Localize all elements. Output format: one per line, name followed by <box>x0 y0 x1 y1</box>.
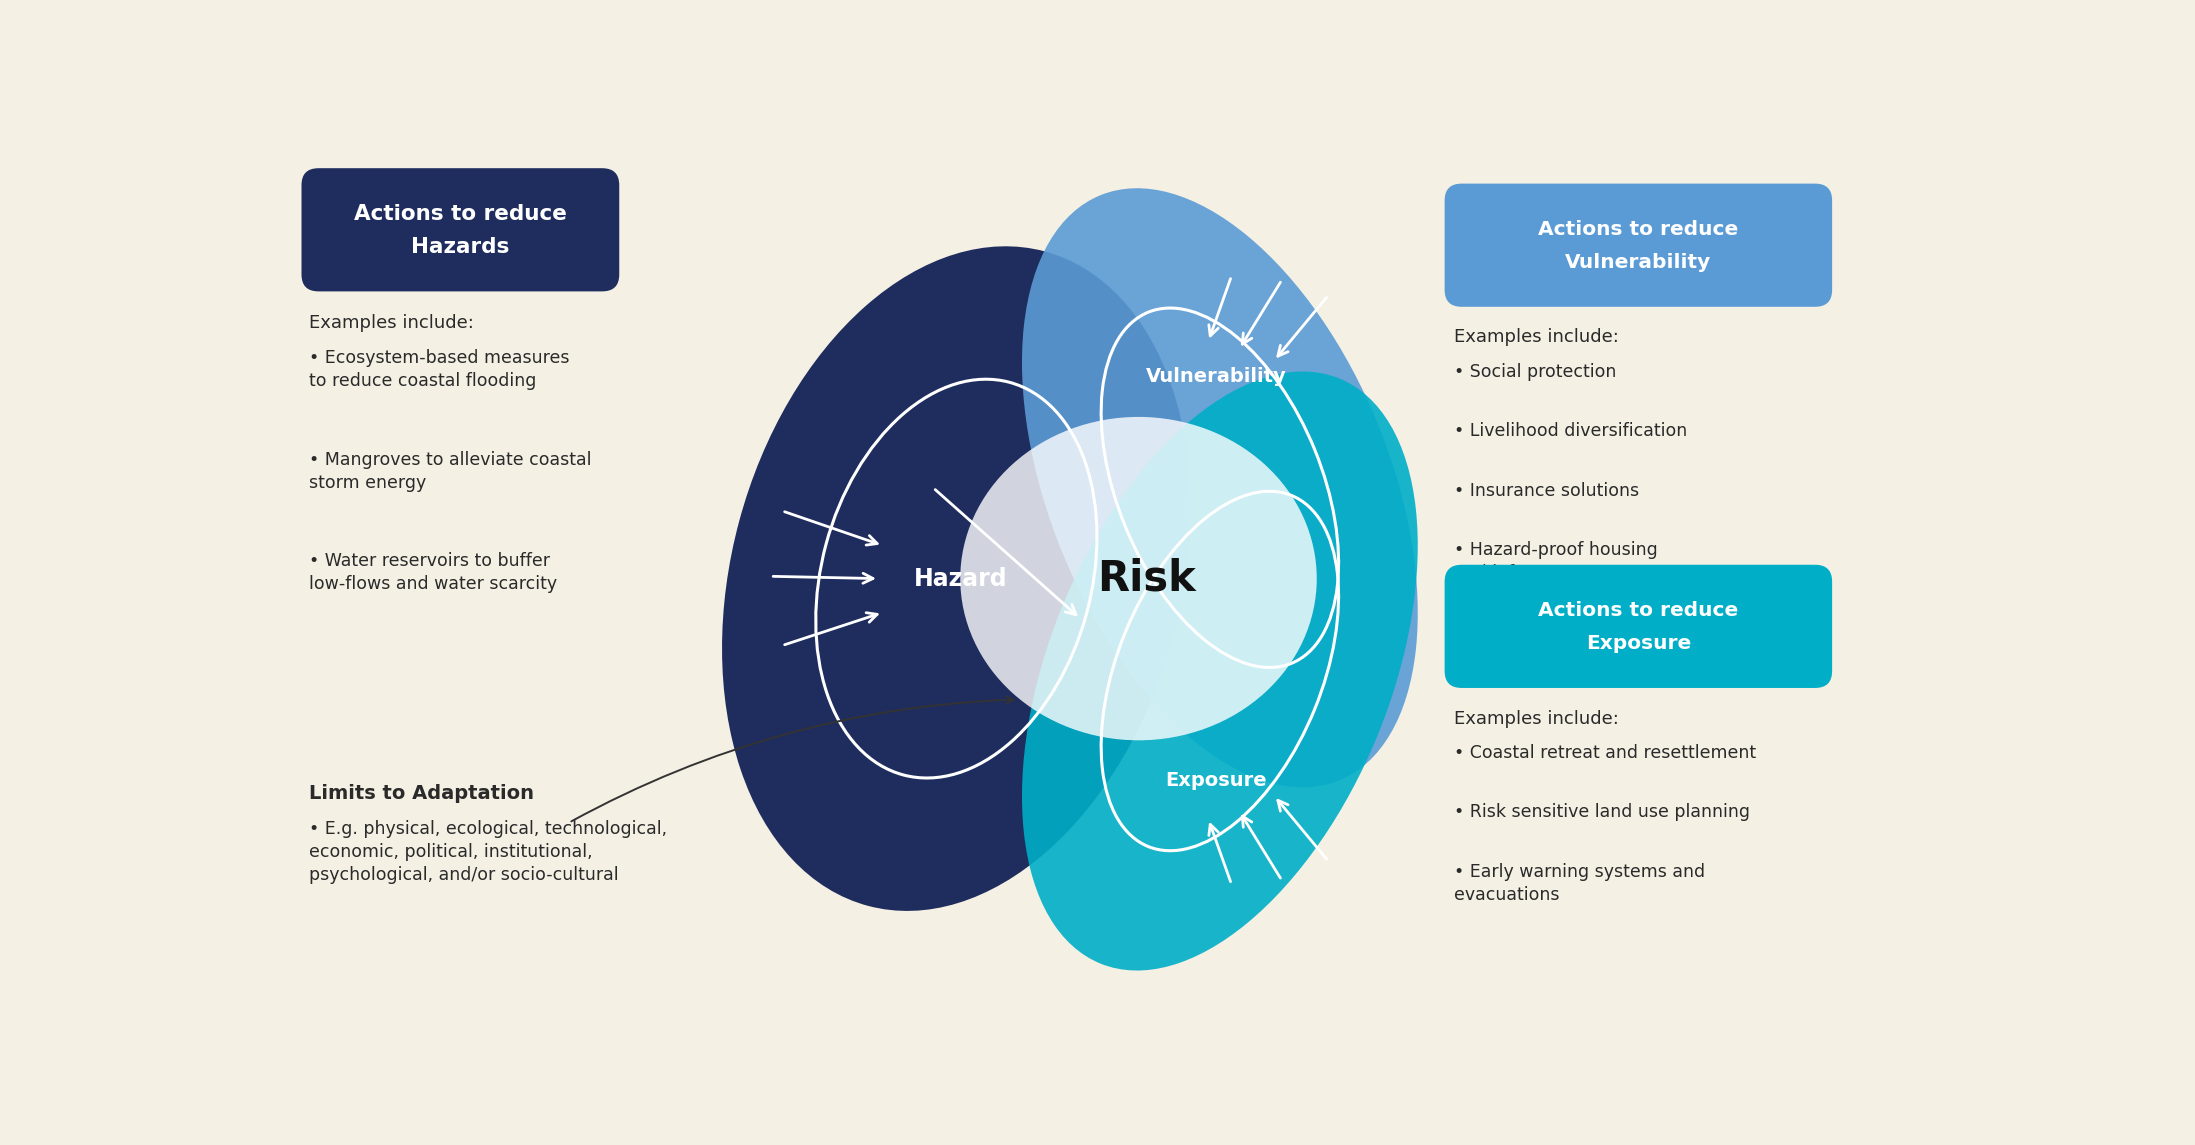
Text: Risk: Risk <box>1098 558 1196 600</box>
Text: • Water reservoirs to buffer
low-flows and water scarcity: • Water reservoirs to buffer low-flows a… <box>309 552 558 593</box>
Text: Exposure: Exposure <box>1585 634 1690 653</box>
Text: • Hazard-proof housing
and infrastructure: • Hazard-proof housing and infrastructur… <box>1453 540 1657 582</box>
Text: Examples include:: Examples include: <box>1453 710 1618 727</box>
Ellipse shape <box>1023 188 1418 788</box>
Text: Limits to Adaptation: Limits to Adaptation <box>309 784 533 803</box>
Text: Actions to reduce: Actions to reduce <box>1539 601 1738 621</box>
Ellipse shape <box>722 246 1190 911</box>
Text: • Social protection: • Social protection <box>1453 363 1616 381</box>
Text: Actions to reduce: Actions to reduce <box>353 205 566 224</box>
Ellipse shape <box>1023 371 1418 971</box>
Text: • Mangroves to alleviate coastal
storm energy: • Mangroves to alleviate coastal storm e… <box>309 451 593 491</box>
FancyBboxPatch shape <box>301 168 619 291</box>
Text: • Early warning systems and
evacuations: • Early warning systems and evacuations <box>1453 862 1706 903</box>
Text: • Insurance solutions: • Insurance solutions <box>1453 482 1640 499</box>
Text: • Coastal retreat and resettlement: • Coastal retreat and resettlement <box>1453 744 1756 763</box>
Ellipse shape <box>959 417 1317 741</box>
Text: Vulnerability: Vulnerability <box>1565 253 1712 271</box>
Text: Vulnerability: Vulnerability <box>1146 366 1286 386</box>
FancyBboxPatch shape <box>1444 564 1833 688</box>
FancyBboxPatch shape <box>1444 183 1833 307</box>
Text: Hazards: Hazards <box>410 237 509 256</box>
Text: • Livelihood diversification: • Livelihood diversification <box>1453 423 1688 441</box>
Text: Examples include:: Examples include: <box>1453 329 1618 346</box>
Text: Examples include:: Examples include: <box>309 315 474 332</box>
Text: Exposure: Exposure <box>1166 771 1267 790</box>
Text: Hazard: Hazard <box>913 567 1008 591</box>
Text: Actions to reduce: Actions to reduce <box>1539 220 1738 239</box>
Text: • Risk sensitive land use planning: • Risk sensitive land use planning <box>1453 804 1749 821</box>
Text: • Ecosystem-based measures
to reduce coastal flooding: • Ecosystem-based measures to reduce coa… <box>309 349 571 390</box>
Text: • E.g. physical, ecological, technological,
economic, political, institutional,
: • E.g. physical, ecological, technologic… <box>309 820 667 884</box>
